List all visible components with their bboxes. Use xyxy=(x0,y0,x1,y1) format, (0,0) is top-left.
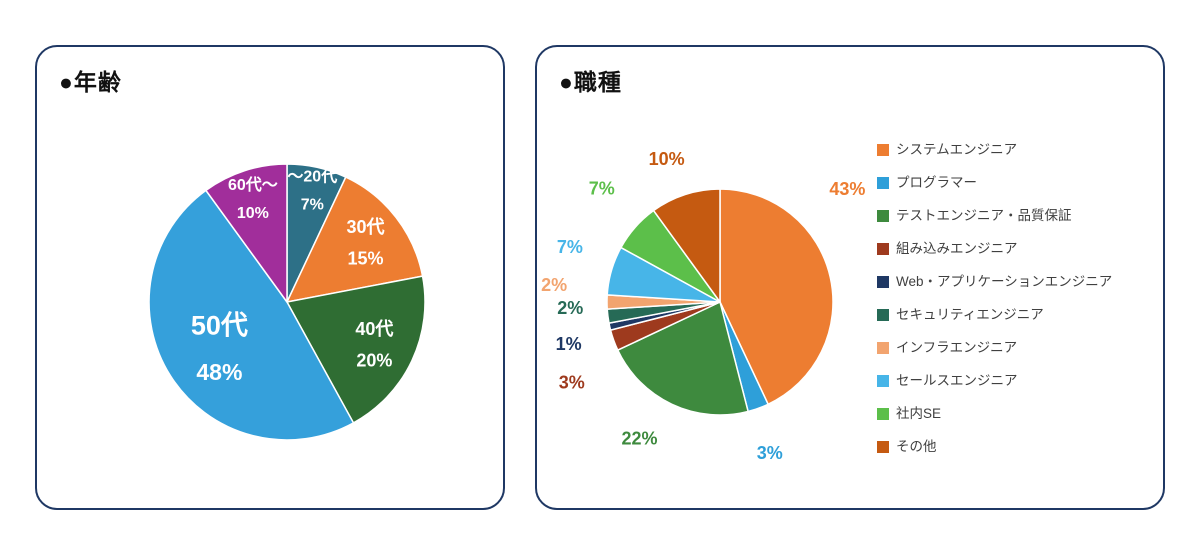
legend-swatch-icon xyxy=(877,210,889,222)
pie-percent-label-3: 3% xyxy=(559,373,585,393)
legend-swatch-icon xyxy=(877,177,889,189)
pie-percent-label-8: 7% xyxy=(589,179,615,199)
job-panel: ●職種 43% 3% 22% 3% 1% 2% 2% 7% 7% 10% システムエンジニア プログ… xyxy=(535,45,1165,510)
pie-slice-9 xyxy=(652,188,721,305)
pie-slice-1 xyxy=(285,176,424,304)
legend-label: インフラエンジニア xyxy=(896,340,1018,355)
legend-item: セールスエンジニア xyxy=(877,373,1112,389)
pie-percent-label-9: 10% xyxy=(649,149,685,169)
pie-percent-label-2: 22% xyxy=(621,429,657,449)
legend-item: Web・アプリケーションエンジニア xyxy=(877,274,1112,290)
pie-inside-label-0: ～20代 7% xyxy=(287,167,337,214)
legend-swatch-icon xyxy=(877,243,889,255)
legend-label: セールスエンジニア xyxy=(896,373,1018,388)
pie-slice-3 xyxy=(148,189,355,441)
pie-slice-2 xyxy=(285,275,426,424)
legend-label: Web・アプリケーションエンジニア xyxy=(896,274,1113,289)
legend-item: その他 xyxy=(877,439,1112,455)
legend-swatch-icon xyxy=(877,375,889,387)
pie-percent-label-6: 2% xyxy=(541,275,567,295)
legend-item: 社内SE xyxy=(877,406,1112,422)
legend-item: インフラエンジニア xyxy=(877,340,1112,356)
pie-inside-label-4: 60代～ 10% xyxy=(228,175,278,222)
pie-slice-4 xyxy=(204,163,288,305)
age-panel: ●年齢 ～20代 7% 30代 15% 40代 20% 50代 48% 60代～ 10% xyxy=(35,45,505,510)
pie-percent-label-4: 1% xyxy=(556,334,582,354)
pie-percent-label-5: 2% xyxy=(557,298,583,318)
age-pie-chart: ～20代 7%30代 15% 40代 20% 50代 48% 60代～ 10% xyxy=(148,163,426,441)
legend-label: セキュリティエンジニア xyxy=(896,307,1044,322)
legend-label: 組み込みエンジニア xyxy=(896,241,1018,256)
legend-swatch-icon xyxy=(877,144,889,156)
legend-label: テストエンジニア・品質保証 xyxy=(896,208,1072,223)
legend-label: 社内SE xyxy=(896,406,942,421)
legend-item: 組み込みエンジニア xyxy=(877,241,1112,257)
pie-inside-label-2: 40代 20% xyxy=(355,319,393,371)
legend-item: プログラマー xyxy=(877,175,1112,191)
job-legend: システムエンジニア プログラマーテストエンジニア・品質保証 組み込みエンジニア Web… xyxy=(877,142,1112,455)
job-pie-chart: 43% 3% 22% 3% 1% 2% 2% 7% 7% 10% xyxy=(541,149,865,463)
legend-swatch-icon xyxy=(877,342,889,354)
pie-inside-label-3: 50代 48% xyxy=(191,311,248,386)
age-panel-title: ●年齢 xyxy=(59,69,122,95)
pie-percent-label-7: 7% xyxy=(557,237,583,257)
legend-swatch-icon xyxy=(877,309,889,321)
legend-label: システムエンジニア xyxy=(896,142,1018,157)
legend-swatch-icon xyxy=(877,408,889,420)
pie-slice-2 xyxy=(616,300,750,416)
job-panel-title: ●職種 xyxy=(559,69,622,95)
legend-item: システムエンジニア xyxy=(877,142,1112,158)
pie-inside-label-1: 30代 15% xyxy=(346,217,384,269)
pie-percent-label-0: 43% xyxy=(829,179,865,199)
legend-item: セキュリティエンジニア xyxy=(877,307,1112,323)
legend-label: その他 xyxy=(896,439,937,454)
pie-slice-0 xyxy=(719,188,834,406)
legend-label: プログラマー xyxy=(896,175,977,190)
legend-swatch-icon xyxy=(877,441,889,453)
pie-percent-label-1: 3% xyxy=(757,443,783,463)
legend-swatch-icon xyxy=(877,276,889,288)
legend-item: テストエンジニア・品質保証 xyxy=(877,208,1112,224)
